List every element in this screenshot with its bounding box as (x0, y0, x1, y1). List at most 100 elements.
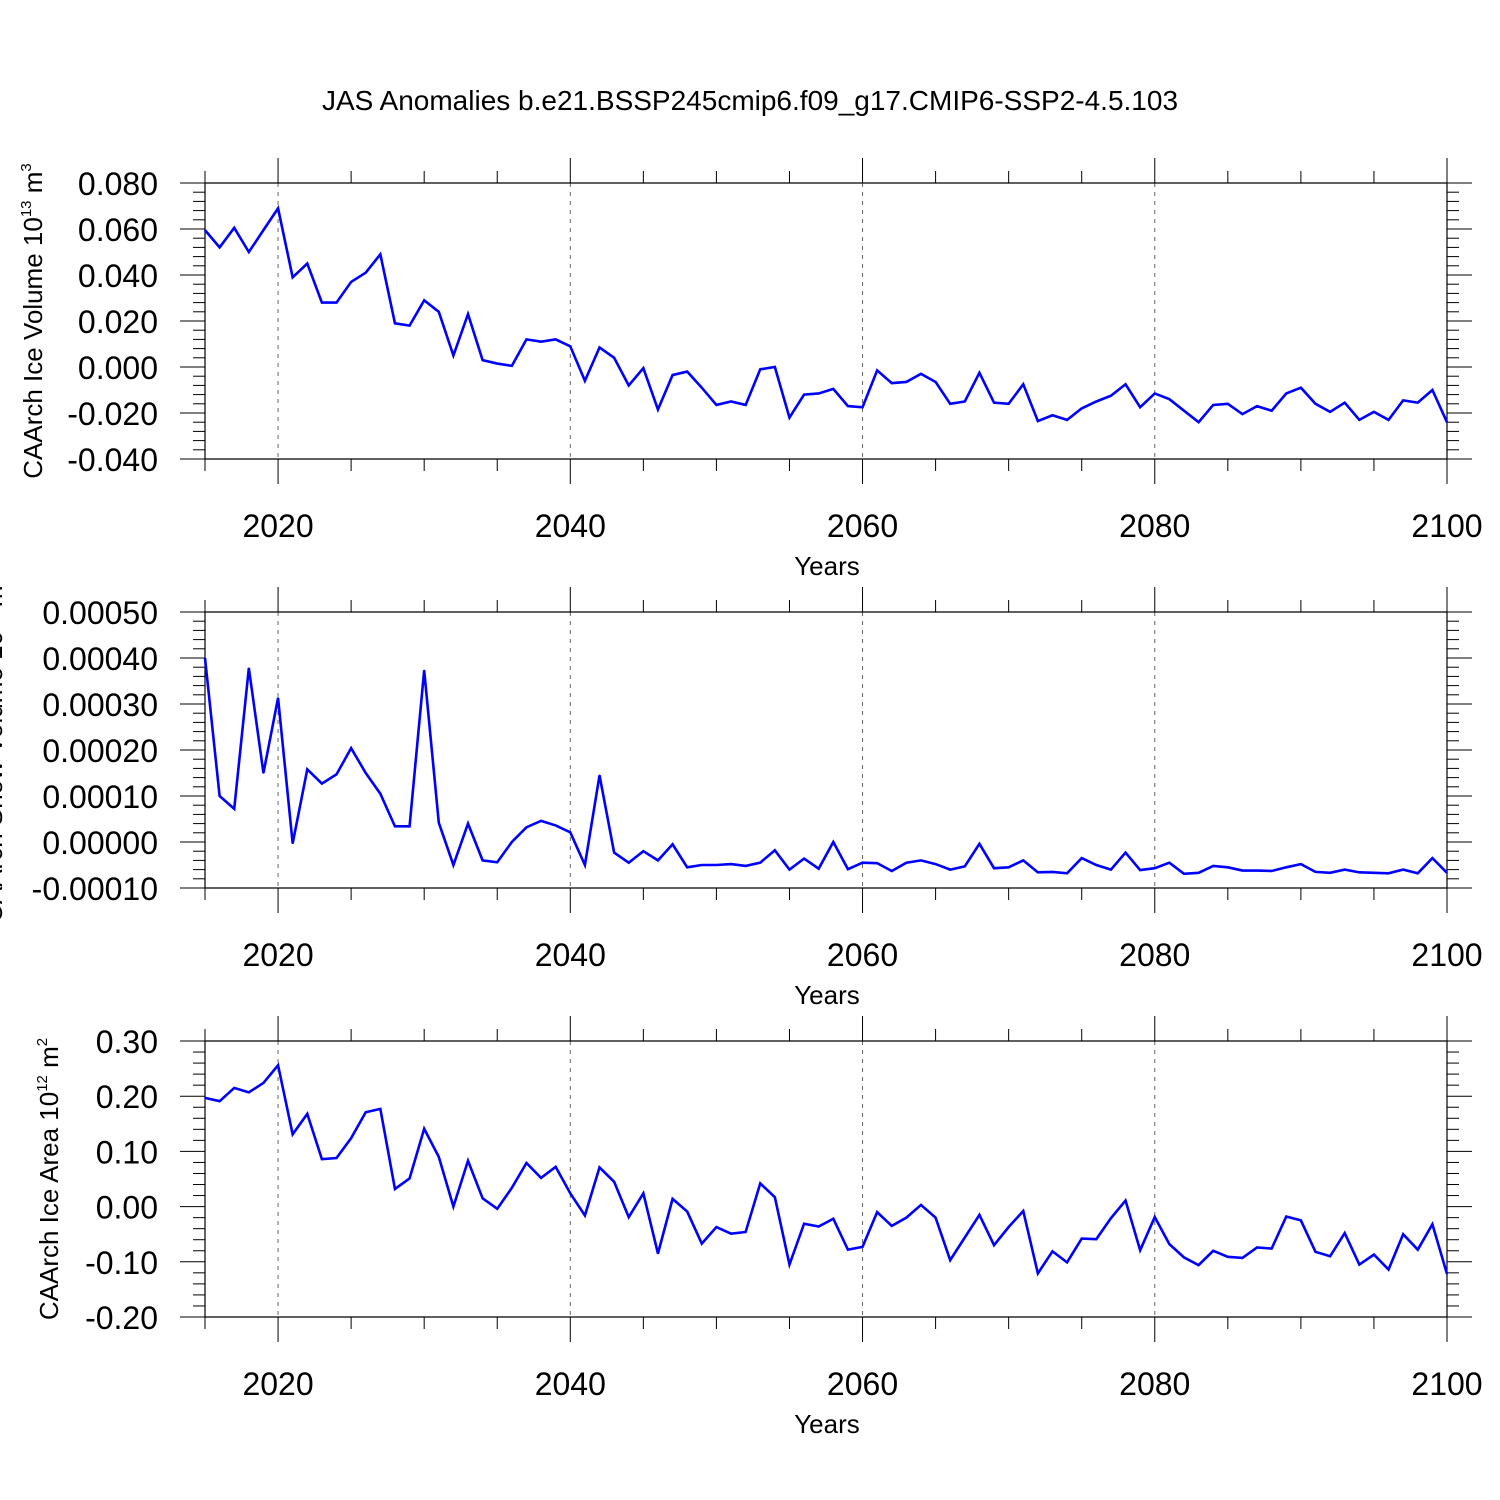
panel-3-ytick-label: 0.20 (96, 1079, 158, 1115)
panel-1-data-point (1431, 389, 1434, 391)
panel-3-data-point (408, 1177, 411, 1180)
panel-1-data-point (1007, 403, 1010, 405)
panel-2-data-point (233, 808, 236, 810)
panel-2-data-point (701, 864, 703, 866)
panel-1-data-point (876, 369, 878, 372)
panel-2-data-point (949, 868, 951, 871)
panel-1-data-point (920, 373, 922, 375)
panel-1-ytick-label: 0.060 (78, 212, 158, 248)
panel-1-data-point (978, 371, 981, 374)
panel-2-data-point (920, 859, 922, 862)
panel-1-data-point (277, 207, 279, 210)
panel-1-data-point (847, 405, 849, 407)
panel-1-data-point (1314, 403, 1317, 405)
panel-1-data-point (1358, 419, 1361, 421)
panel-3-data-point (1007, 1226, 1010, 1228)
panel-2-data-point (964, 865, 966, 868)
panel-3-data-point (554, 1166, 557, 1168)
panel-1-data-point (788, 416, 791, 419)
panel-2-data-point (569, 831, 572, 834)
panel-2-data-point (437, 821, 440, 824)
panel-1-data-point (1080, 407, 1083, 410)
panel-3-data-point (350, 1137, 352, 1139)
panel-2-data-point (291, 842, 294, 845)
panel-2-data-point (1402, 868, 1404, 871)
panel-2-data-point (1168, 861, 1171, 864)
plots-container: -0.040 -0.020 0.000 0.020 0.040 0.060 0.080 202… (0, 158, 1483, 1439)
panel-1-data-point (803, 393, 805, 396)
panel-3-data-point (569, 1192, 572, 1195)
panel-2-data-point (1095, 864, 1098, 866)
panel-1-series-line-1 (204, 205, 1449, 424)
panel-3-data-point (788, 1263, 791, 1266)
panel-3-ytick-label: 0.30 (96, 1024, 158, 1060)
panel-3-data-point (496, 1208, 499, 1210)
panel-3-data-point (1270, 1247, 1273, 1250)
panel-3-data-point (701, 1242, 703, 1245)
panel-1-data-point (642, 367, 645, 369)
panel-3-data-point (905, 1216, 908, 1219)
panel-2-data-point (715, 864, 718, 866)
panel-1-data-point (408, 324, 411, 327)
panel-2-data-point (686, 866, 688, 869)
panel-1-xlabel: Years (794, 551, 860, 581)
panel-3-data-point (335, 1157, 338, 1159)
panel-3-data-point (1402, 1233, 1404, 1235)
panel-3-data-point (1080, 1237, 1083, 1240)
panel-1-ytick-label: -0.040 (67, 442, 158, 478)
panel-2-data-point (1256, 869, 1258, 872)
panel-3-data-point (861, 1246, 864, 1248)
panel-2-data-point (452, 864, 455, 866)
panel-2-data-point (730, 863, 732, 865)
panel-2-data-point (511, 841, 513, 843)
panel-2-data-point (306, 768, 309, 771)
panel-3-xtick-label-2040: 2040 (535, 1366, 606, 1402)
panel-1-data-point (1270, 409, 1273, 412)
panel-3-data-point (1329, 1255, 1331, 1258)
panel-3-data-point (437, 1156, 440, 1158)
panel-2-data-point (1343, 868, 1346, 871)
panel-1-ytick-label: 0.000 (78, 350, 158, 386)
panel-1-data-point (1416, 401, 1419, 404)
panel-3-series-line-1 (204, 1062, 1449, 1277)
panel-3-ytick-label: 0.10 (96, 1134, 158, 1170)
panel-1-data-point (1095, 400, 1098, 403)
panel-2-data-point (1051, 871, 1054, 873)
panel-3-data-point (978, 1214, 981, 1216)
panel-3-data-point (715, 1226, 718, 1228)
panel-3-ytick-label: 0.00 (96, 1190, 158, 1226)
panel-2-data-point (1139, 869, 1141, 871)
panel-2-data-point (1285, 866, 1288, 869)
panel-2-data-point (1329, 872, 1331, 874)
panel-3-xtick-label-2080: 2080 (1119, 1366, 1190, 1402)
panel-2-data-point (817, 867, 820, 870)
panel-1-data-point (774, 366, 776, 368)
panel-1-data-point (525, 338, 528, 341)
panel-2-data-point (350, 747, 352, 749)
panel-2-data-point (1373, 872, 1375, 874)
panel-2-ytick-label: 0.00010 (42, 779, 158, 815)
panel-3-data-point (525, 1162, 528, 1164)
panel-3-ylabel: CAArch Ice Area 1012 m2 (34, 1038, 64, 1320)
panel-2-data-point (1183, 872, 1185, 875)
panel-1-data-point (1402, 399, 1404, 402)
panel-2-data-point (598, 774, 601, 777)
panel-2-ytick-label: 0.00050 (42, 595, 158, 631)
panel-2-ylabel-text: CAArch Snow Volume 10 (0, 631, 8, 923)
panel-3-data-point (1300, 1219, 1302, 1222)
panel-3-data-point (423, 1127, 425, 1130)
panel-1-data-point (598, 346, 601, 349)
panel-1-ytick-label: 0.020 (78, 304, 158, 340)
panel-2-data-point (613, 851, 615, 854)
panel-1-data-point (861, 406, 864, 409)
panel-2-data-point (525, 826, 528, 829)
panel-3-ytick-label: -0.10 (85, 1245, 158, 1281)
panel-1-data-point (1387, 419, 1390, 421)
panel-3-data-point (657, 1252, 659, 1255)
panel-2-data-point (905, 861, 908, 864)
panel-3-data-point (642, 1192, 645, 1195)
panel-3-xtick-label-2020: 2020 (242, 1366, 313, 1402)
panel-1-ylabel: CAArch Ice Volume 1013 m3 (18, 163, 48, 479)
panel-2-data-point (642, 850, 645, 852)
